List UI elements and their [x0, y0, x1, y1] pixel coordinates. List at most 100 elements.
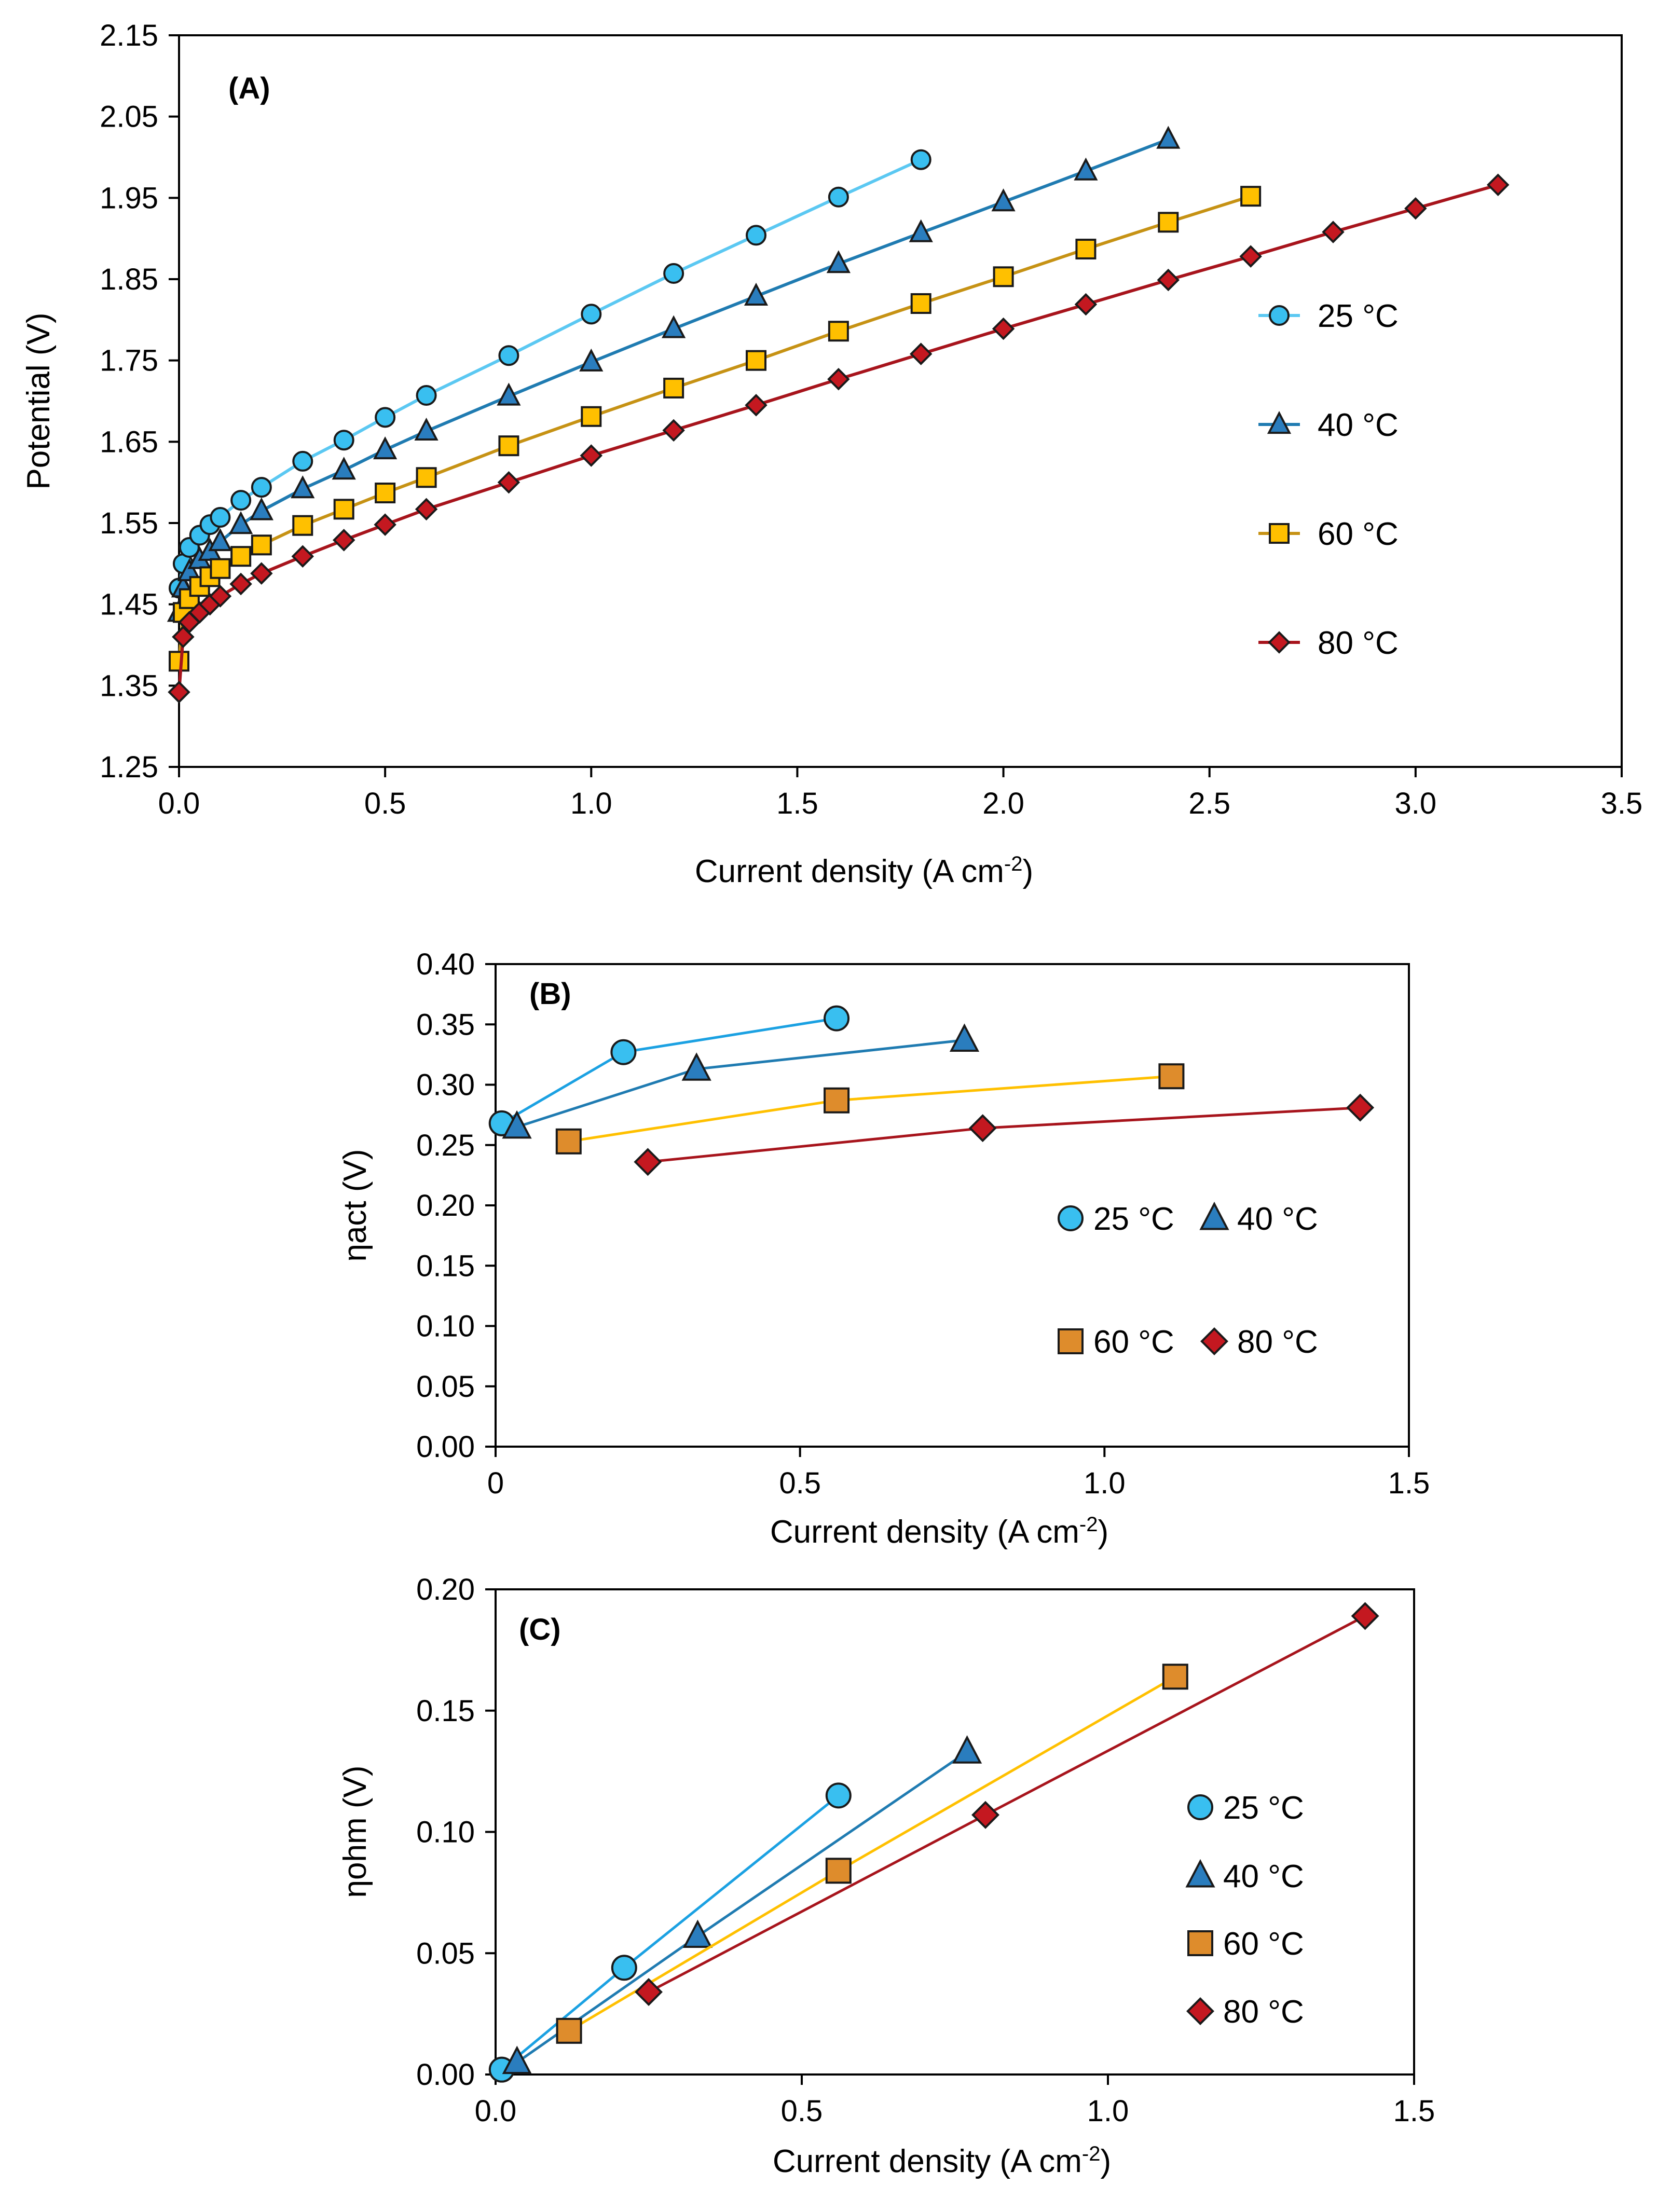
chart-b-point-25c	[610, 1039, 637, 1065]
chart-a-point-80c	[1074, 293, 1098, 316]
chart-a-y-tick-label: 1.75	[100, 344, 158, 378]
chart-b-y-tick-label: 0.00	[416, 1430, 475, 1464]
chart-c-legend-marker-25c	[1187, 1794, 1213, 1820]
chart-b-y-tick-label: 0.20	[416, 1189, 475, 1222]
chart-b-point-60c	[824, 1087, 850, 1114]
chart-a-point-60c	[581, 406, 602, 427]
chart-a-point-60c	[292, 515, 313, 536]
chart-a-x-ticks: 0.0 0.5 1.0 1.5 2.0 2.5 3.0 3.5	[158, 767, 1642, 820]
chart-a-point-80c	[1322, 221, 1345, 243]
chart-b-point-80c	[1346, 1093, 1375, 1122]
chart-a-point-40c	[332, 457, 356, 480]
chart-a-legend-marker-60c	[1269, 523, 1290, 544]
chart-a-plot-frame	[178, 34, 1623, 768]
chart-a-point-25c	[498, 345, 519, 366]
chart-c-x-tick-label: 1.5	[1393, 2094, 1435, 2128]
chart-a-y-tick-label: 1.35	[100, 669, 158, 703]
chart-a-point-25c	[416, 385, 437, 406]
chart-a-point-60c	[993, 266, 1014, 287]
chart-a-point-80c	[374, 513, 396, 536]
chart-a-point-80c	[1404, 197, 1427, 220]
chart-b-y-tick-label: 0.40	[416, 947, 475, 981]
chart-a-point-80c	[580, 444, 603, 467]
chart-b-legend: 25 °C 40 °C 60 °C 80 °C	[1058, 1201, 1318, 1360]
chart-a-y-tick-label: 2.15	[100, 19, 158, 52]
chart-a-point-40c	[744, 282, 769, 306]
chart-a-point-25c	[581, 304, 602, 325]
chart-c-point-60c	[556, 2017, 582, 2044]
chart-b-legend-marker-40c	[1199, 1201, 1229, 1230]
chart-c-point-25c	[611, 1955, 637, 1981]
chart-b-point-60c	[1158, 1063, 1185, 1090]
chart-a-x-tick-label: 1.0	[570, 787, 612, 820]
chart-a-point-80c	[827, 367, 850, 391]
chart-c-legend-marker-60c	[1187, 1930, 1213, 1956]
chart-a-x-tick-label: 0.0	[158, 787, 200, 820]
chart-b-y-tick-label: 0.35	[416, 1008, 475, 1041]
chart-b-point-40c	[681, 1052, 711, 1081]
chart-a-panel-label: (A)	[228, 72, 270, 105]
chart-a-point-25c	[230, 490, 252, 511]
chart-c-legend-label-80c: 80 °C	[1223, 1994, 1304, 2030]
chart-b-point-40c	[502, 1110, 532, 1139]
chart-a-point-60c	[230, 546, 252, 567]
chart-a-x-tick-label: 2.5	[1188, 787, 1230, 820]
chart-a-point-60c	[663, 377, 684, 399]
chart-a-point-25c	[663, 263, 684, 284]
chart-b-x-axis-label: Current density (A cm-2)	[770, 1513, 1108, 1550]
chart-a-point-60c	[746, 350, 766, 371]
chart-a-point-25c	[375, 407, 396, 428]
chart-b-point-60c	[555, 1128, 582, 1155]
chart-c-point-80c	[1351, 1602, 1379, 1630]
chart-c-point-80c	[971, 1801, 999, 1829]
chart-a-legend-marker-80c	[1268, 631, 1291, 654]
chart-c-point-40c	[502, 2045, 532, 2074]
chart-c-point-60c	[1162, 1664, 1188, 1690]
chart-a-legend-label-80c: 80 °C	[1318, 625, 1399, 661]
chart-c-x-ticks: 0.0 0.5 1.0 1.5	[475, 2074, 1435, 2128]
chart-a-x-tick-label: 0.5	[364, 787, 406, 820]
chart-b-x-tick-label: 0	[487, 1466, 504, 1500]
chart-c-x-tick-label: 0.0	[475, 2094, 517, 2128]
chart-a-x-axis-label: Current density (A cm-2)	[695, 853, 1033, 889]
chart-a-legend-label-60c: 60 °C	[1318, 516, 1399, 552]
chart-a-point-25c	[333, 430, 354, 451]
chart-c-legend: 25 °C 40 °C 60 °C 80 °C	[1185, 1790, 1304, 2030]
chart-b-y-tick-label: 0.10	[416, 1310, 475, 1343]
chart-a-point-40c	[579, 348, 604, 372]
chart-a-point-80c	[250, 562, 273, 585]
chart-c: (C) 0.0 0.5 1.0 1.5 0.00 0.05 0.10 0.15 0.20 25…	[337, 1573, 1435, 2179]
chart-c-point-80c	[635, 1978, 663, 2007]
chart-b-legend-label-25c: 25 °C	[1093, 1201, 1174, 1237]
chart-a-point-40c	[1156, 126, 1181, 149]
chart-b-x-tick-label: 0.5	[779, 1466, 821, 1500]
chart-a-point-60c	[1158, 212, 1179, 233]
chart-c-x-tick-label: 1.0	[1087, 2094, 1129, 2128]
chart-a-point-40c	[662, 315, 686, 338]
chart-a-point-60c	[416, 467, 437, 488]
chart-c-legend-marker-80c	[1186, 1997, 1214, 2025]
chart-b-y-ticks: 0.00 0.05 0.10 0.15 0.20 0.25 0.30 0.35 0.40	[416, 947, 496, 1464]
chart-a-point-40c	[249, 497, 273, 520]
chart-c-series	[488, 1602, 1379, 2083]
chart-a-point-80c	[209, 585, 232, 608]
chart-c-y-tick-label: 0.20	[416, 1573, 475, 1606]
chart-a-y-tick-label: 1.95	[100, 181, 158, 215]
chart-a-point-25c	[251, 477, 272, 498]
chart-a-point-25c	[746, 225, 766, 246]
chart-a-point-25c	[292, 450, 313, 472]
chart-a-point-40c	[414, 417, 439, 441]
chart-c-panel-label: (C)	[519, 1613, 561, 1646]
chart-a-point-80c	[291, 545, 314, 568]
chart-a-point-40c	[208, 528, 232, 552]
chart-b-y-tick-label: 0.30	[416, 1068, 475, 1102]
chart-a-x-tick-label: 3.0	[1395, 787, 1437, 820]
chart-a-point-60c	[1075, 239, 1097, 260]
chart-c-x-axis-label: Current density (A cm-2)	[773, 2142, 1111, 2179]
chart-a-point-80c	[909, 342, 933, 365]
chart-b-y-tick-label: 0.05	[416, 1370, 475, 1404]
chart-a-y-tick-label: 2.05	[100, 100, 158, 134]
chart-a-point-80c	[662, 419, 685, 442]
chart-b-x-tick-label: 1.5	[1388, 1466, 1430, 1500]
